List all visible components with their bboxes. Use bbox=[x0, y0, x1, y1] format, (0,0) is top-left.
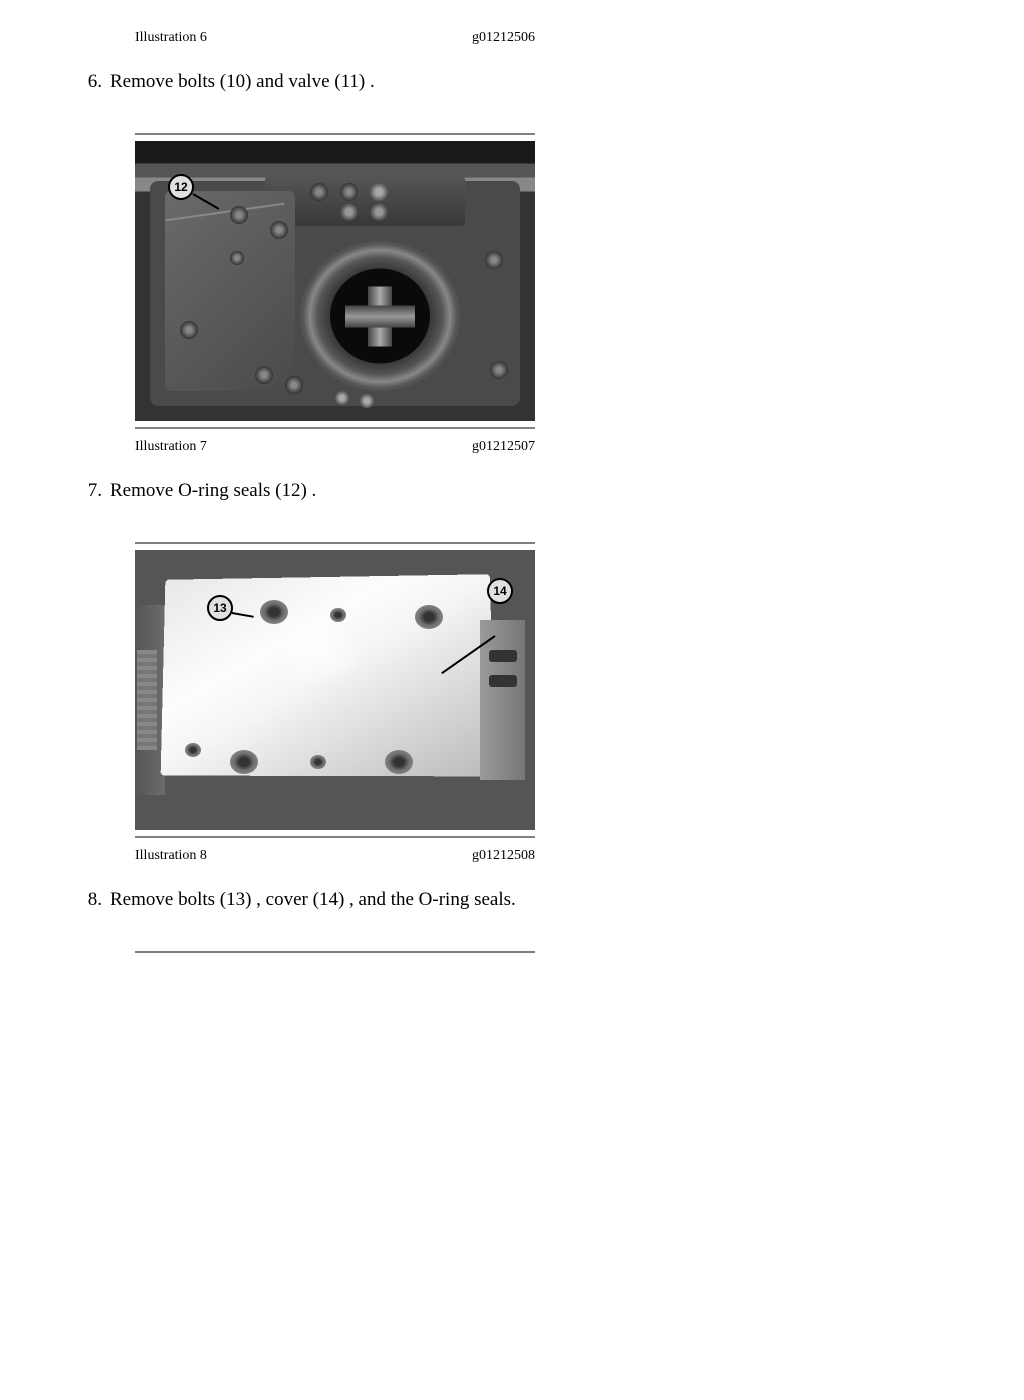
figure-7-top-rule bbox=[135, 133, 535, 135]
illustration-7-caption: Illustration 7 g01212507 bbox=[135, 439, 535, 455]
callout-13: 13 bbox=[207, 595, 233, 621]
figure-8-bolt-hole bbox=[385, 750, 413, 774]
figure-7-bolt bbox=[230, 206, 248, 224]
figure-7-image: 12 bbox=[135, 141, 535, 421]
figure-7-bolt bbox=[310, 183, 328, 201]
figure-8-bolt-hole bbox=[310, 755, 326, 769]
figure-7-manifold bbox=[265, 176, 465, 226]
illustration-6-label: Illustration 6 bbox=[135, 30, 207, 46]
step-6-text: Remove bolts (10) and valve (11) . bbox=[110, 71, 924, 93]
illustration-8-code: g01212508 bbox=[472, 848, 535, 864]
figure-7-bolt bbox=[230, 251, 244, 265]
figure-8-right-block bbox=[480, 620, 525, 780]
figure-7-bore-inner bbox=[330, 269, 430, 364]
figure-7-cross bbox=[345, 305, 415, 327]
step-8-text: Remove bolts (13) , cover (14) , and the… bbox=[110, 889, 924, 911]
figure-8-bottom-rule bbox=[135, 836, 535, 838]
figure-7-bolt bbox=[285, 376, 303, 394]
figure-8-bolt-hole bbox=[415, 605, 443, 629]
figure-8-top-rule bbox=[135, 542, 535, 544]
figure-8-slot bbox=[489, 650, 517, 662]
callout-12: 12 bbox=[168, 174, 194, 200]
figure-8-bolt-hole bbox=[185, 743, 201, 757]
step-6: 6. Remove bolts (10) and valve (11) . bbox=[80, 71, 924, 93]
callout-14: 14 bbox=[487, 578, 513, 604]
figure-7-bottom-rule bbox=[135, 427, 535, 429]
illustration-8-caption: Illustration 8 g01212508 bbox=[135, 848, 535, 864]
figure-7-bolt bbox=[370, 203, 388, 221]
figure-7-bolt bbox=[270, 221, 288, 239]
figure-7-bolt bbox=[335, 391, 349, 405]
illustration-7-label: Illustration 7 bbox=[135, 439, 207, 455]
figure-7-bolt bbox=[485, 251, 503, 269]
figure-7-bolt bbox=[370, 183, 388, 201]
figure-7-bolt bbox=[340, 203, 358, 221]
step-7-number: 7. bbox=[80, 480, 110, 502]
step-7-text: Remove O-ring seals (12) . bbox=[110, 480, 924, 502]
figure-7-bolt bbox=[490, 361, 508, 379]
step-6-number: 6. bbox=[80, 71, 110, 93]
step-7: 7. Remove O-ring seals (12) . bbox=[80, 480, 924, 502]
figure-8-bolt-hole bbox=[260, 600, 288, 624]
figure-8-slot bbox=[489, 675, 517, 687]
figure-7-bolt bbox=[340, 183, 358, 201]
figure-8-bolt-hole bbox=[230, 750, 258, 774]
step-8-number: 8. bbox=[80, 889, 110, 911]
figure-7-bolt bbox=[255, 366, 273, 384]
figure-7-bolt bbox=[180, 321, 198, 339]
figure-7-bolt bbox=[360, 394, 374, 408]
figure-8-bolt-hole bbox=[330, 608, 346, 622]
figure-8-left-detail bbox=[137, 650, 157, 750]
figure-7-bore bbox=[300, 241, 460, 391]
step-8: 8. Remove bolts (13) , cover (14) , and … bbox=[80, 889, 924, 911]
illustration-6-caption: Illustration 6 g01212506 bbox=[135, 30, 535, 46]
illustration-8-label: Illustration 8 bbox=[135, 848, 207, 864]
figure-8-image: 13 14 bbox=[135, 550, 535, 830]
figure-7-container: 12 bbox=[135, 133, 924, 429]
illustration-7-code: g01212507 bbox=[472, 439, 535, 455]
figure-8-container: 13 14 bbox=[135, 542, 924, 838]
illustration-6-code: g01212506 bbox=[472, 30, 535, 46]
figure-9-top-rule bbox=[135, 951, 535, 953]
